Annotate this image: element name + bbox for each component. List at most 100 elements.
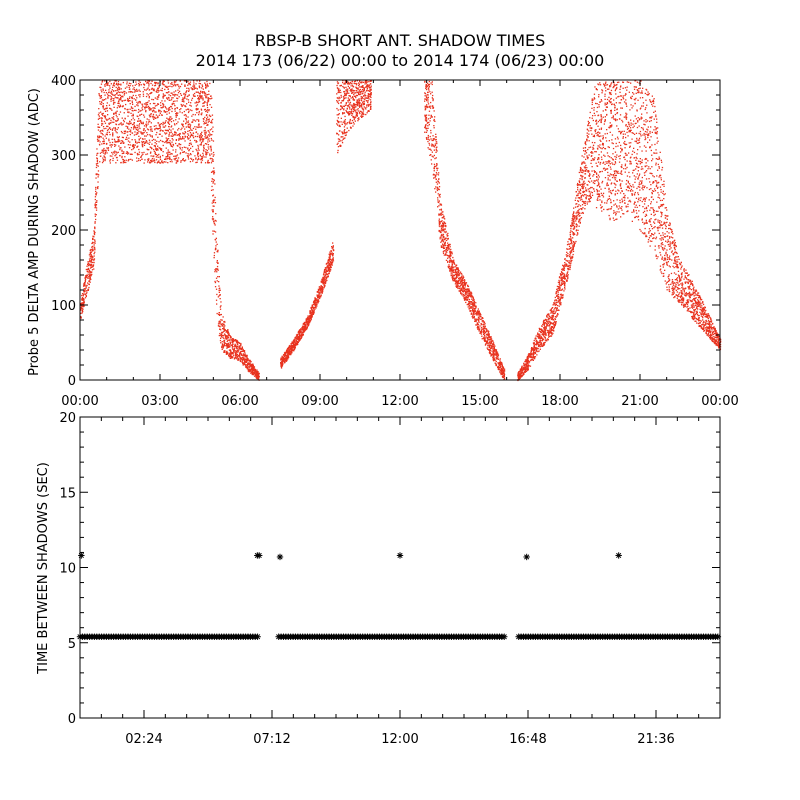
data-point (290, 343, 292, 345)
data-point (116, 92, 118, 94)
data-point (138, 141, 141, 144)
data-point (359, 91, 361, 93)
data-point (250, 365, 253, 367)
data-point (118, 99, 120, 101)
data-point (456, 285, 459, 288)
data-point (195, 158, 197, 160)
data-point (211, 118, 214, 121)
data-point (154, 97, 156, 99)
data-point (116, 156, 118, 159)
data-point (467, 302, 470, 305)
data-point (136, 104, 138, 106)
data-point (293, 344, 295, 346)
data-point (158, 160, 160, 162)
data-point (219, 322, 221, 324)
data-point (83, 293, 85, 295)
data-point (344, 115, 346, 118)
data-point (183, 100, 185, 102)
data-point (430, 93, 432, 95)
data-point (153, 118, 155, 120)
data-point (348, 121, 350, 123)
data-point (150, 159, 152, 162)
data-point (112, 99, 114, 102)
data-point (89, 277, 91, 279)
data-point (199, 80, 201, 82)
data-point (158, 125, 161, 127)
data-point (249, 369, 251, 371)
data-point (295, 340, 298, 342)
data-point (318, 297, 321, 299)
chart-title: RBSP-B SHORT ANT. SHADOW TIMES (254, 31, 546, 50)
data-point (86, 290, 88, 292)
data-point (195, 101, 198, 103)
data-point (213, 252, 216, 254)
data-point (457, 283, 459, 285)
data-point (191, 109, 193, 112)
data-point (89, 279, 91, 281)
data-point (322, 279, 324, 281)
data-point (440, 241, 442, 243)
data-point (108, 89, 110, 91)
data-point (358, 98, 360, 100)
data-point (165, 158, 167, 161)
data-point (252, 369, 254, 371)
data-point (124, 87, 127, 89)
data-point (357, 87, 359, 89)
data-point (127, 108, 129, 111)
data-point (325, 273, 327, 275)
data-point (227, 329, 229, 331)
data-point (356, 114, 358, 116)
data-point (356, 99, 358, 101)
data-point (358, 83, 360, 86)
data-point (114, 96, 116, 98)
data-point (205, 110, 207, 113)
data-point (99, 135, 101, 138)
data-point (142, 133, 144, 135)
data-point (222, 323, 224, 325)
data-point (197, 98, 199, 100)
data-point (435, 167, 438, 169)
data-point (212, 159, 214, 161)
data-point (363, 113, 365, 116)
data-point (162, 105, 164, 107)
data-point (195, 102, 198, 104)
data-point (480, 333, 482, 335)
data-point (94, 226, 96, 229)
data-point (97, 129, 100, 131)
data-point (104, 85, 106, 87)
data-point (128, 86, 130, 88)
data-point (101, 113, 103, 115)
data-point (323, 287, 325, 289)
data-point (198, 136, 201, 138)
data-point (80, 317, 82, 319)
data-point (359, 104, 361, 107)
data-point (95, 188, 97, 190)
data-point (167, 108, 170, 110)
data-point (332, 254, 334, 256)
data-point (207, 139, 209, 141)
data-point (165, 120, 167, 122)
data-point (161, 114, 163, 116)
data-point (92, 249, 94, 251)
data-point (193, 87, 195, 89)
data-point (192, 135, 194, 137)
data-point (208, 97, 210, 100)
data-point (120, 91, 122, 93)
data-point (146, 153, 149, 155)
data-point (139, 101, 141, 103)
data-point (361, 107, 363, 109)
data-point (133, 109, 136, 111)
data-point (229, 342, 231, 344)
data-point (439, 238, 441, 240)
data-point (198, 82, 200, 85)
data-point (430, 132, 432, 134)
data-point (117, 105, 119, 107)
data-point (227, 345, 229, 347)
data-point (179, 133, 181, 135)
data-point (132, 144, 134, 146)
data-point (162, 80, 164, 82)
data-point (304, 322, 306, 324)
data-point (221, 345, 223, 347)
data-point (90, 260, 92, 262)
data-point (243, 363, 245, 365)
